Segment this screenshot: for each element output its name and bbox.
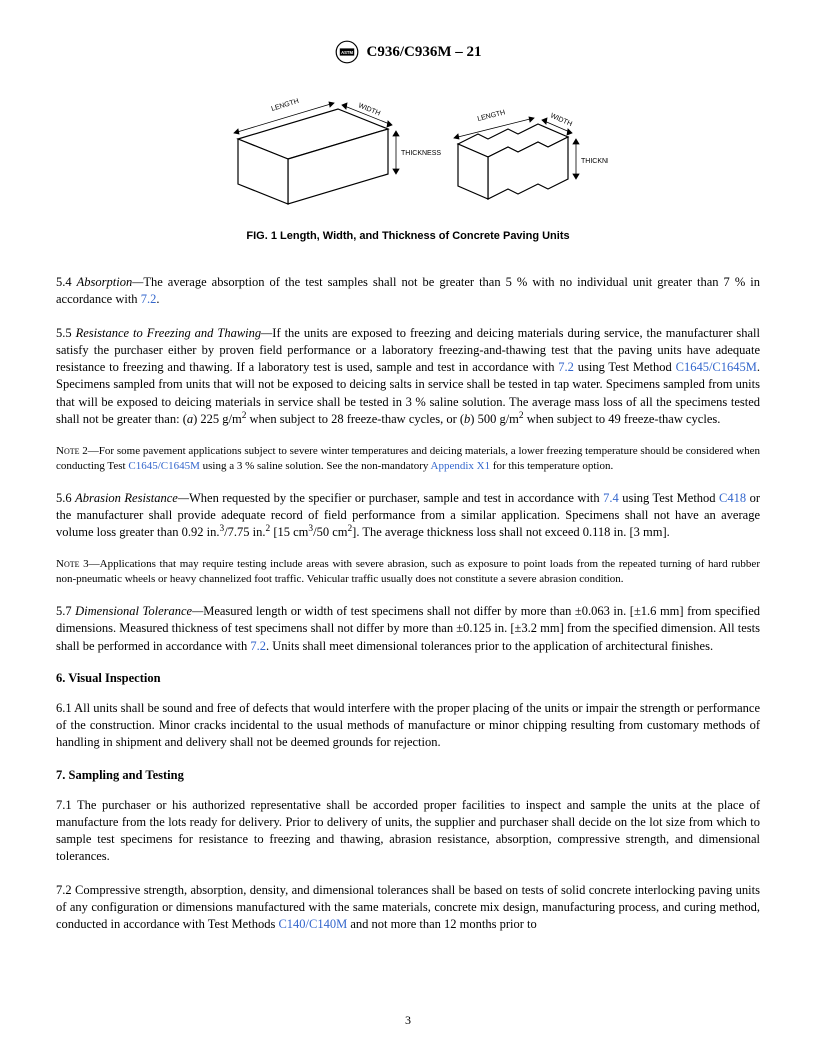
figure-1-svg: LENGTH WIDTH THICKNESS [208,79,608,219]
para-6-1-body: All units shall be sound and free of def… [56,701,760,750]
note-2-body-b: using a 3 % saline solution. See the non… [200,460,431,472]
para-5-5-body-d: ) 225 g/m [193,412,242,426]
para-5-6-body-b: using Test Method [619,491,719,505]
para-7-1: 7.1 The purchaser or his authorized repr… [56,797,760,866]
para-5-5: 5.5 Resistance to Freezing and Thawing—I… [56,325,760,429]
xref-c418[interactable]: C418 [719,491,746,505]
note-3-lead: Note 3— [56,558,100,570]
para-5-7: 5.7 Dimensional Tolerance—Measured lengt… [56,603,760,655]
para-7-1-num: 7.1 [56,798,72,812]
para-5-5-body-f: ) 500 g/m [470,412,519,426]
para-6-1: 6.1 All units shall be sound and free of… [56,700,760,752]
para-5-4: 5.4 Absorption—The average absorption of… [56,274,760,309]
figure-1: LENGTH WIDTH THICKNESS [56,79,760,242]
xref-c1645-a[interactable]: C1645/C1645M [676,360,757,374]
note-3-body: Applications that may require testing in… [56,558,760,585]
para-5-4-body-b: . [156,292,159,306]
note-2-lead: Note 2— [56,445,99,457]
para-5-6-body-d: /7.75 in. [224,525,265,539]
xref-c140[interactable]: C140/C140M [278,917,347,931]
para-5-5-title: Resistance to Freezing and Thawing— [76,326,273,340]
para-5-7-num: 5.7 [56,604,72,618]
para-5-6-title: Abrasion Resistance— [75,491,189,505]
para-5-4-num: 5.4 [56,275,72,289]
para-7-1-body: The purchaser or his authorized represen… [56,798,760,864]
note-3: Note 3—Applications that may require tes… [56,557,760,587]
para-5-6-body-a: When requested by the specifier or purch… [189,491,603,505]
para-5-7-title: Dimensional Tolerance— [75,604,203,618]
section-6-head: 6. Visual Inspection [56,671,760,686]
para-5-4-body-a: The average absorption of the test sampl… [56,275,760,306]
para-5-6-body-f: /50 cm [313,525,347,539]
label-length-1: LENGTH [271,98,300,113]
label-width-2: WIDTH [549,112,573,128]
page-container: ASTM C936/C936M – 21 LENGTH [0,0,816,989]
figure-1-caption: FIG. 1 Length, Width, and Thickness of C… [56,230,760,242]
xref-7-2-a[interactable]: 7.2 [141,292,157,306]
designation-text: C936/C936M – 21 [367,44,482,61]
xref-c1645-b[interactable]: C1645/C1645M [128,460,200,472]
para-5-5-body-e: when subject to 28 freeze-thaw cycles, o… [246,412,464,426]
para-7-2-body-b: and not more than 12 months prior to [347,917,537,931]
note-2: Note 2—For some pavement applications su… [56,444,760,474]
para-5-6-num: 5.6 [56,491,72,505]
svg-text:ASTM: ASTM [341,50,353,55]
label-length-2: LENGTH [477,109,506,123]
note-2-body-c: for this temperature option. [490,460,613,472]
xref-appendix-x1[interactable]: Appendix X1 [431,460,491,472]
para-5-7-body-b: . Units shall meet dimensional tolerance… [266,639,713,653]
section-7-head: 7. Sampling and Testing [56,768,760,783]
label-thickness-2: THICKNESS [581,158,608,165]
page-header: ASTM C936/C936M – 21 [56,40,760,69]
para-7-2: 7.2 Compressive strength, absorption, de… [56,882,760,934]
astm-logo-icon: ASTM [335,40,359,64]
para-5-6-body-g: ]. The average thickness loss shall not … [352,525,670,539]
label-thickness-1: THICKNESS [401,150,441,157]
xref-7-2-b[interactable]: 7.2 [558,360,574,374]
para-6-1-num: 6.1 [56,701,72,715]
para-5-5-body-g: when subject to 49 freeze-thaw cycles. [524,412,721,426]
label-width-1: WIDTH [357,102,381,117]
para-5-6-body-e: [15 cm [270,525,308,539]
xref-7-4[interactable]: 7.4 [603,491,619,505]
para-5-5-num: 5.5 [56,326,72,340]
para-5-5-body-b: using Test Method [574,360,676,374]
header-title: ASTM C936/C936M – 21 [335,40,482,64]
para-7-2-num: 7.2 [56,883,72,897]
page-number: 3 [0,1013,816,1028]
para-5-6: 5.6 Abrasion Resistance—When requested b… [56,490,760,542]
xref-7-2-c[interactable]: 7.2 [250,639,266,653]
para-5-4-title: Absorption— [77,275,144,289]
